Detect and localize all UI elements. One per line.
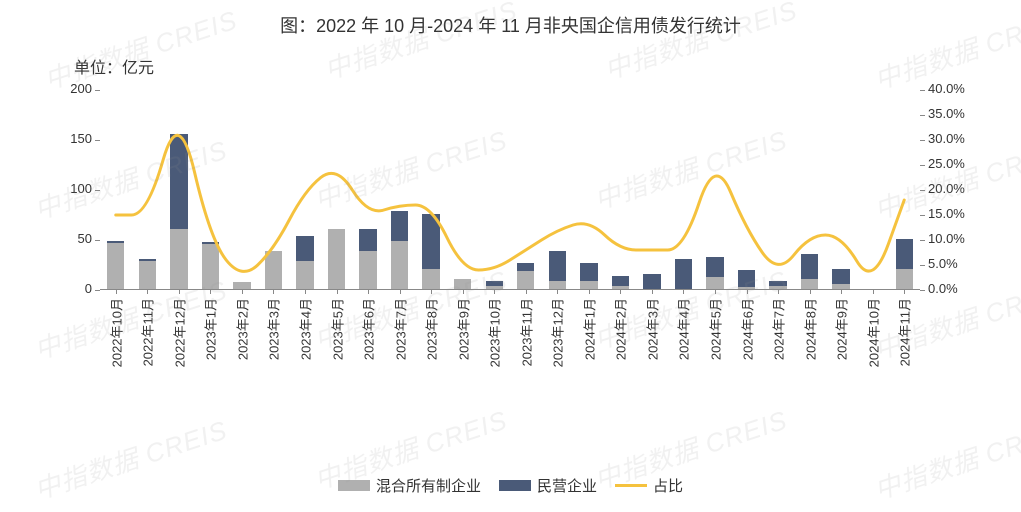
x-tick-label: 2023年10月 [485,298,504,367]
x-tick-label: 2023年8月 [422,298,441,360]
legend-label-private: 民营企业 [537,475,597,496]
swatch-private [499,480,531,491]
x-tick-label: 2023年2月 [232,298,251,360]
plot-area: 0501001502000.0%5.0%10.0%15.0%20.0%25.0%… [100,90,920,290]
y2-tick-label: 20.0% [928,181,965,196]
x-tick-label: 2022年10月 [106,298,125,367]
y1-tick-label: 200 [70,81,92,96]
chart-title: 图：2022 年 10 月-2024 年 11 月非央国企信用债发行统计 [0,12,1021,38]
x-tick-label: 2024年1月 [579,298,598,360]
y2-tick-label: 0.0% [928,281,958,296]
x-tick-label: 2023年4月 [296,298,315,360]
x-tick-label: 2024年6月 [737,298,756,360]
ratio-line-chart [100,90,920,290]
legend-label-mixed: 混合所有制企业 [376,475,481,496]
x-tick-label: 2024年3月 [642,298,661,360]
x-tick-label: 2023年6月 [359,298,378,360]
x-tick-label: 2023年5月 [327,298,346,360]
x-tick-label: 2024年7月 [769,298,788,360]
y2-tick-label: 30.0% [928,131,965,146]
x-tick-label: 2023年7月 [390,298,409,360]
y2-tick-label: 15.0% [928,206,965,221]
x-tick-label: 2024年2月 [611,298,630,360]
legend-label-ratio: 占比 [653,475,683,496]
x-tick-label: 2024年4月 [674,298,693,360]
x-tick-label: 2024年5月 [706,298,725,360]
y1-tick-label: 0 [85,281,92,296]
chart-container: 0501001502000.0%5.0%10.0%15.0%20.0%25.0%… [60,90,960,310]
swatch-ratio [615,484,647,487]
x-tick-label: 2023年9月 [453,298,472,360]
y2-tick-label: 10.0% [928,231,965,246]
y2-tick-label: 40.0% [928,81,965,96]
x-tick-label: 2023年1月 [201,298,220,360]
y2-tick-label: 5.0% [928,256,958,271]
y2-tick-label: 35.0% [928,106,965,121]
x-tick-label: 2024年11月 [895,298,914,366]
y1-tick-label: 150 [70,131,92,146]
y1-tick-label: 100 [70,181,92,196]
x-tick-label: 2024年8月 [800,298,819,360]
swatch-mixed [338,480,370,491]
y1-tick-label: 50 [78,231,92,246]
x-tick-label: 2024年9月 [832,298,851,360]
legend: 混合所有制企业 民营企业 占比 [0,475,1021,496]
x-tick-label: 2022年12月 [169,298,188,367]
x-tick-label: 2023年3月 [264,298,283,360]
y2-tick-label: 25.0% [928,156,965,171]
unit-label: 单位：亿元 [74,54,154,78]
x-tick-label: 2022年11月 [138,298,157,366]
legend-item-private: 民营企业 [499,475,597,496]
x-tick-label: 2023年11月 [516,298,535,366]
legend-item-ratio: 占比 [615,475,683,496]
legend-item-mixed: 混合所有制企业 [338,475,481,496]
x-tick-label: 2023年12月 [548,298,567,367]
x-tick-label: 2024年10月 [863,298,882,367]
